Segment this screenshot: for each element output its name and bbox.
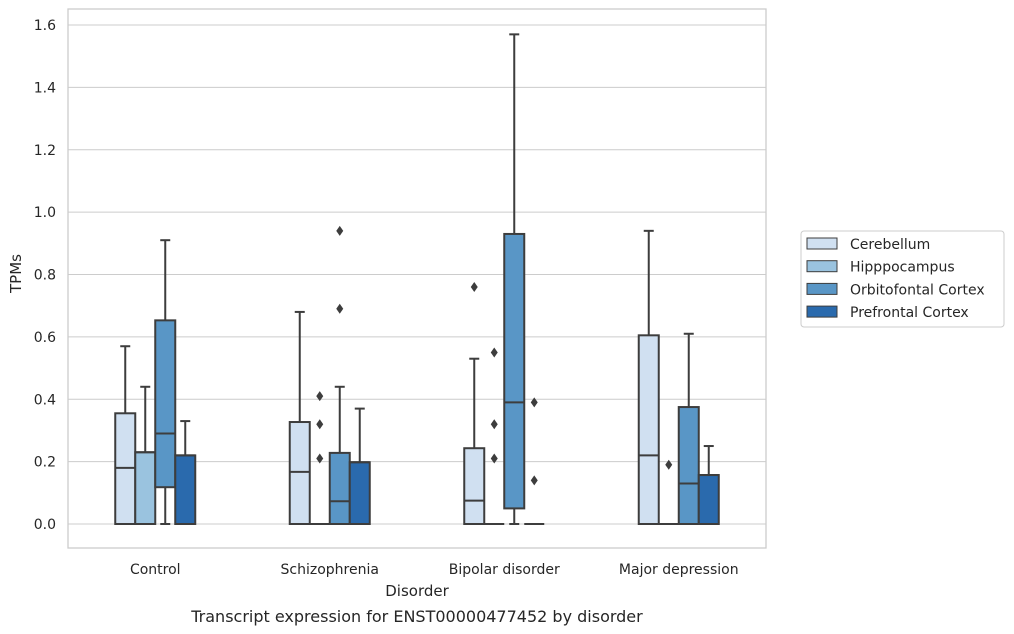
legend-swatch — [806, 305, 838, 318]
plot-frame — [67, 8, 767, 549]
x-tick-label: Bipolar disorder — [449, 562, 560, 578]
y-tick-label: 0.6 — [34, 330, 56, 346]
box-cerebellum — [463, 281, 486, 526]
legend-entry-label: Hipppocampus — [850, 260, 955, 276]
outlier-point — [530, 397, 538, 408]
legend-frame — [800, 230, 1005, 328]
y-tick-labels: 0.0 0.2 0.4 0.6 0.8 1.0 1.2 1.4 1.6 — [34, 18, 56, 533]
box-prefrontal-cortex — [348, 407, 371, 525]
box-prefrontal-cortex — [174, 420, 197, 526]
x-tick-labels: Control Schizophrenia Bipolar disorder Majo… — [130, 562, 739, 578]
box-prefrontal-cortex — [524, 397, 545, 525]
box-body — [503, 232, 526, 510]
box-body — [677, 406, 700, 525]
legend-entry-label: Prefrontal Cortex — [850, 305, 969, 321]
y-tick-label: 1.6 — [34, 18, 56, 34]
box-body — [697, 474, 720, 525]
legend-entry-label: Cerebellum — [850, 237, 930, 253]
y-axis-label: TPMs — [7, 254, 25, 294]
outlier-point — [336, 225, 344, 236]
x-tick-label: Major depression — [619, 562, 739, 578]
outlier-point — [530, 475, 538, 486]
y-tick-label: 1.4 — [34, 80, 56, 96]
chart-caption: Transcript expression for ENST0000047745… — [190, 607, 643, 626]
legend-swatch — [806, 260, 838, 273]
box-body — [637, 334, 660, 525]
box-cerebellum — [114, 345, 137, 525]
outlier-point — [316, 419, 324, 430]
box-prefrontal-cortex — [697, 445, 720, 525]
box-body — [174, 454, 197, 526]
box-hipppocampus — [484, 347, 505, 525]
x-axis-label: Disorder — [385, 582, 449, 600]
outlier-point — [336, 303, 344, 314]
legend-entry-label: Orbitofontal Cortex — [850, 282, 985, 298]
outlier-point — [316, 391, 324, 402]
y-tick-label: 1.0 — [34, 205, 56, 221]
y-tick-label: 0.0 — [34, 517, 56, 533]
y-tick-label: 0.2 — [34, 455, 56, 471]
box-orbitofontal-cortex — [154, 239, 177, 525]
outlier-point — [490, 419, 498, 430]
box-cerebellum — [288, 310, 311, 525]
box-cerebellum — [637, 229, 660, 525]
box-series — [114, 33, 720, 526]
box-hipppocampus — [309, 391, 330, 525]
y-tick-label: 0.4 — [34, 392, 56, 408]
box-body — [463, 447, 486, 526]
box-body — [134, 451, 157, 525]
legend: Cerebellum Hipppocampus Orbitofontal Corte… — [800, 230, 1005, 328]
outlier-point — [490, 347, 498, 358]
box-body — [154, 319, 177, 489]
legend-swatch — [806, 282, 838, 295]
outlier-point — [665, 459, 673, 470]
box-orbitofontal-cortex — [677, 332, 700, 525]
box-orbitofontal-cortex — [503, 33, 526, 525]
box-body — [288, 421, 311, 525]
legend-swatch — [806, 237, 838, 250]
outlier-point — [490, 453, 498, 464]
box-hipppocampus — [134, 385, 157, 525]
x-tick-label: Schizophrenia — [281, 562, 379, 578]
box-hipppocampus — [658, 459, 679, 525]
box-body — [328, 451, 351, 525]
y-tick-label: 1.2 — [34, 143, 56, 159]
outlier-point — [316, 453, 324, 464]
x-tick-label: Control — [130, 562, 181, 578]
y-tick-label: 0.8 — [34, 268, 56, 284]
outlier-point — [470, 281, 478, 292]
box-body — [348, 461, 371, 525]
